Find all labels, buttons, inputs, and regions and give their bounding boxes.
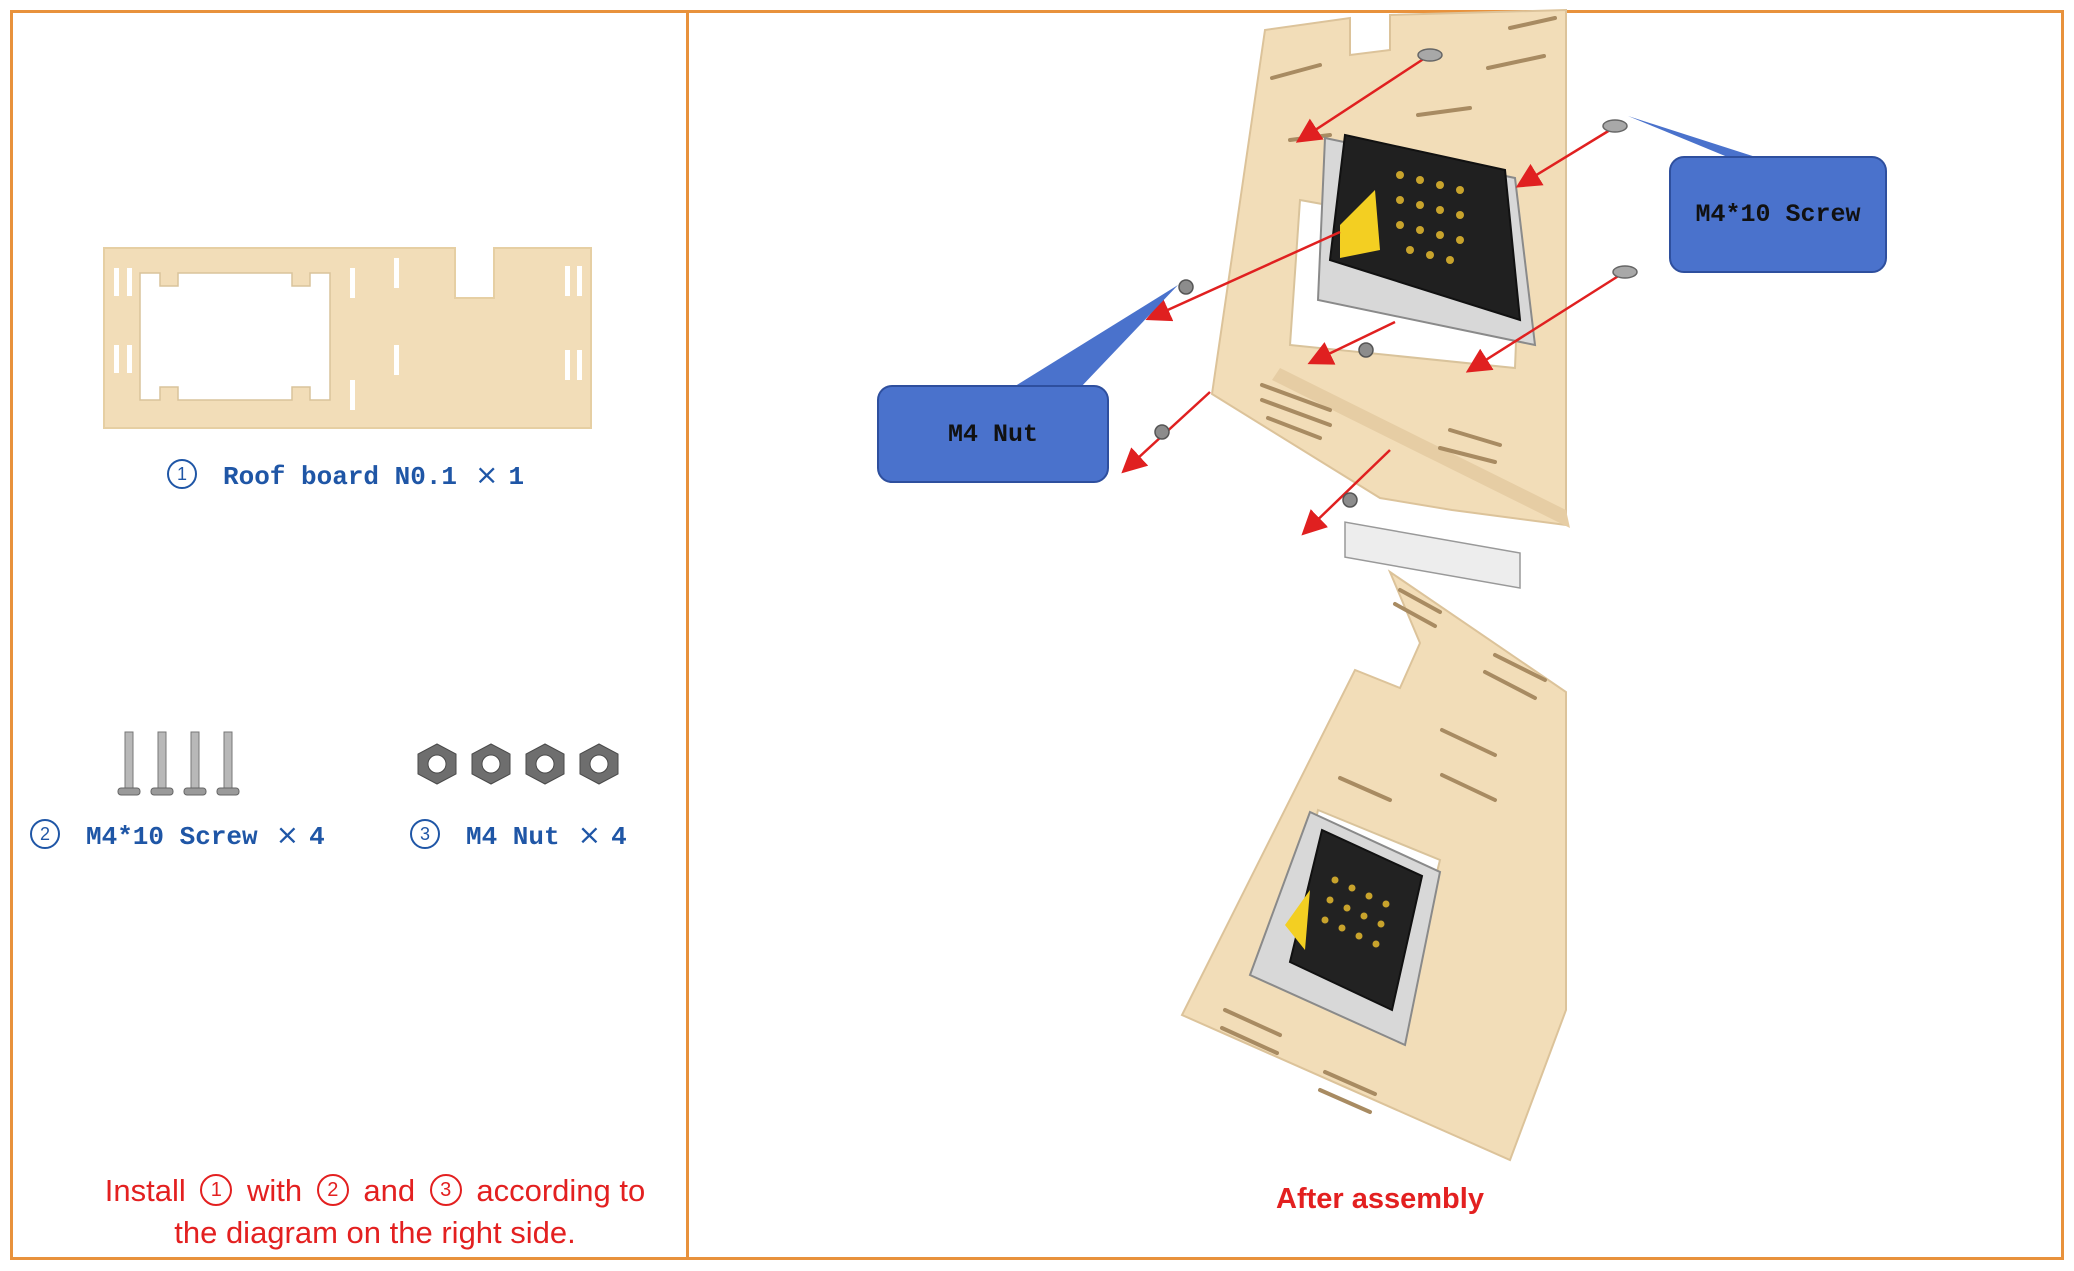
page-frame (10, 10, 2064, 1260)
screw-qty: 4 (309, 822, 325, 852)
roof-board-qty: 1 (508, 462, 525, 492)
callout-nut-text: M4 Nut (947, 420, 1038, 449)
part-ref-2: 2 (316, 1173, 349, 1206)
exploded-module-image (1316, 133, 1537, 589)
exploded-nuts (1154, 279, 1374, 508)
part-ref-3: 3 (429, 1173, 462, 1206)
roof-board-label: 1 Roof board N0.1 × 1 (167, 458, 524, 492)
screw-name: M4*10 Screw (86, 822, 258, 852)
assembled-view-image (1180, 569, 1567, 1162)
callout-screw-text: M4*10 Screw (1695, 200, 1861, 229)
part-number-1: 1 (167, 459, 197, 490)
instruction-text: Install 1 with 2 and 3 according to the … (70, 1170, 680, 1254)
instruction-line-1: Install 1 with 2 and 3 according to (104, 1173, 646, 1208)
times-sign: × (275, 818, 300, 851)
screw-label: 2 M4*10 Screw × 4 (30, 818, 325, 852)
assembly-arrows (1121, 56, 1621, 536)
nut-label: 3 M4 Nut × 4 (410, 818, 627, 852)
part-number-3: 3 (410, 819, 440, 850)
roof-board-image (103, 247, 592, 429)
callout-m4-10-screw (1628, 116, 1887, 273)
nuts-image (417, 743, 619, 785)
roof-board-name: Roof board N0.1 (223, 462, 458, 492)
part-number-2: 2 (30, 819, 60, 850)
callout-m4-nut (877, 285, 1178, 483)
times-sign: × (577, 818, 602, 851)
after-assembly-label: After assembly (1276, 1183, 1484, 1215)
screws-image (117, 731, 240, 796)
instruction-line-2: the diagram on the right side. (174, 1215, 576, 1250)
nut-qty: 4 (611, 822, 627, 852)
panel-divider (686, 10, 689, 1260)
part-ref-1: 1 (200, 1173, 233, 1206)
exploded-screws (1417, 48, 1638, 279)
nut-name: M4 Nut (466, 822, 560, 852)
times-sign: × (475, 458, 499, 491)
